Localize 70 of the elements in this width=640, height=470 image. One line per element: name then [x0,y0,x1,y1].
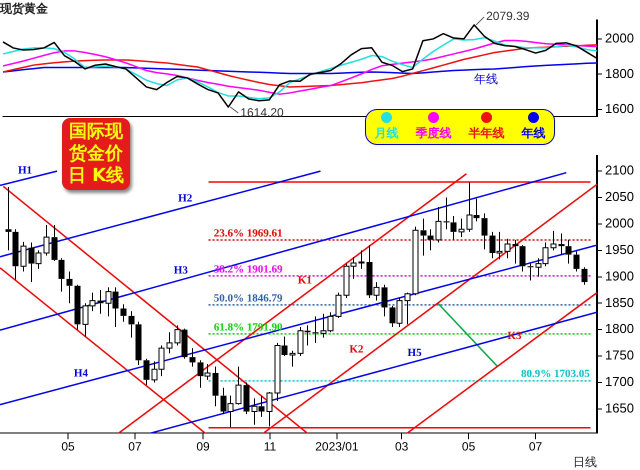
legend-label: 半年线 [468,125,504,142]
candlestick [520,244,526,272]
y-tick-label: 1950 [605,242,634,257]
x-tick-label: 05 [61,440,76,454]
x-tick-label: 03 [394,440,409,454]
y-tick-label: 2000 [605,216,634,231]
annotation: H3 [174,264,188,277]
candlestick [74,284,80,330]
candlestick [144,358,150,386]
candlestick [512,239,518,264]
annotation: 年线 [474,72,498,86]
candlestick [136,321,142,366]
annotation: 50.0% 1846.79 [214,292,283,304]
candlestick [120,304,126,322]
x-tick-label: 2023/01 [315,440,359,454]
candlestick [98,290,104,314]
candlestick [582,266,588,286]
annotation: K1 [298,274,312,287]
y-tick-label: 1900 [605,268,634,284]
annotation: H1 [18,164,32,176]
candlestick [12,228,18,280]
candlestick [6,186,12,251]
x-tick-label: 09 [196,440,210,454]
candlestick [528,263,534,281]
candlestick [312,316,318,344]
candlestick [382,284,388,317]
candlestick [52,224,58,262]
candlestick [58,258,64,292]
candlestick [66,271,72,304]
candlestick [212,366,218,407]
annotation: H5 [408,347,422,360]
x-tick-label: 07 [528,440,543,454]
candlestick [558,232,564,256]
candlestick [482,212,488,250]
y-tick-label: 1600 [605,101,634,116]
annotation: H4 [74,368,88,380]
x-tick-label: 11 [264,440,277,454]
candlestick [190,348,196,368]
y-tick-label: 2100 [605,162,634,178]
candlestick [420,218,426,256]
y-tick-label: 1850 [605,294,634,310]
y-tick-label: 1650 [605,400,634,416]
chart-title: 现货黄金 [0,2,49,16]
y-tick-label: 1700 [605,374,634,390]
annotation: 23.6% 1969.61 [214,227,282,240]
annotation: 2079.39 [486,9,530,24]
legend-label: 季度线 [416,125,452,142]
chart-title: 国际现货金价日 K线 [62,118,130,190]
annotation: 1614.20 [240,105,284,120]
candlestick [574,250,580,272]
annotation: 80.9% 1703.05 [520,368,590,380]
x-tick-label: 07 [128,440,142,454]
y-tick-label: 2050 [605,189,634,204]
candlestick [566,239,572,264]
annotation: K2 [349,343,364,356]
annotation: 38.2% 1901.69 [214,263,283,276]
y-tick-label: 2000 [605,30,634,46]
x-axis-title: 日线 [573,455,597,470]
candlestick [450,216,456,240]
legend-label: 年线 [522,125,546,142]
candlestick [444,197,450,230]
candlestick [244,382,250,415]
legend-label: 月线 [374,125,398,142]
candlestick [428,228,434,251]
y-tick-label: 1800 [605,321,634,336]
x-tick-label: 05 [462,440,476,454]
annotation: H2 [178,192,193,204]
y-tick-label: 1800 [605,66,634,81]
y-tick-label: 1750 [605,348,634,363]
candlestick [128,310,134,338]
